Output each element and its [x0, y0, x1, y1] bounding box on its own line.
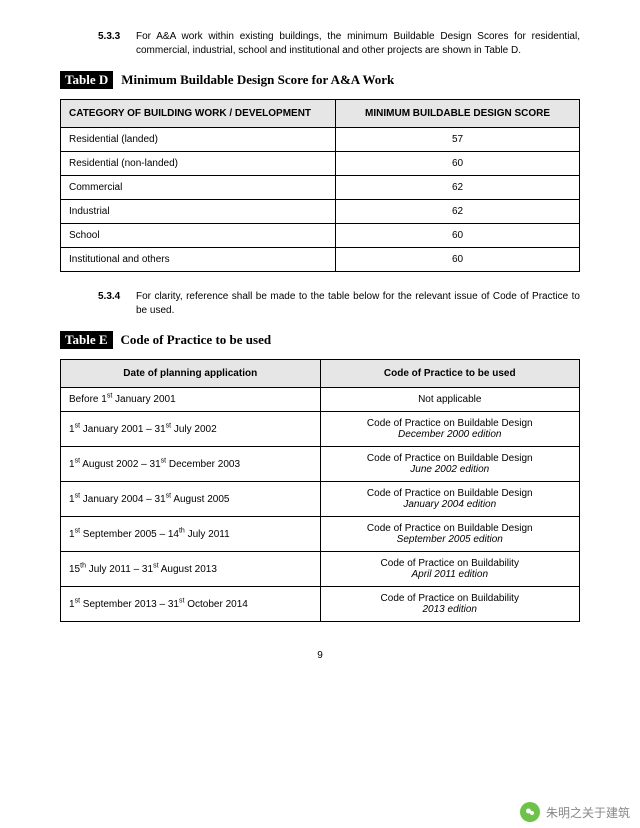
date-cell: 1st January 2004 – 31st August 2005 — [61, 482, 321, 517]
para-text: For A&A work within existing buildings, … — [136, 30, 580, 57]
watermark-text: 朱明之关于建筑 — [546, 804, 630, 821]
watermark: 朱明之关于建筑 — [520, 802, 630, 822]
table-d-heading: Table D Minimum Buildable Design Score f… — [60, 71, 580, 89]
table-row: 1st September 2013 – 31st October 2014Co… — [61, 587, 580, 622]
table-row: Industrial62 — [61, 200, 580, 224]
table-d-label: Table D — [60, 71, 113, 89]
paragraph-5-3-3: 5.3.3 For A&A work within existing build… — [60, 30, 580, 57]
table-row: Commercial62 — [61, 176, 580, 200]
page-number: 9 — [60, 650, 580, 661]
score-cell: 57 — [336, 128, 580, 152]
edition-text: September 2005 edition — [329, 534, 572, 545]
edition-text: 2013 edition — [329, 604, 572, 615]
score-cell: 60 — [336, 224, 580, 248]
table-row: 1st August 2002 – 31st December 2003Code… — [61, 447, 580, 482]
edition-text: June 2002 edition — [329, 464, 572, 475]
table-d-title: Minimum Buildable Design Score for A&A W… — [121, 72, 394, 88]
date-cell: 1st September 2005 – 14th July 2011 — [61, 517, 321, 552]
code-cell: Code of Practice on Buildable DesignDece… — [320, 412, 580, 447]
table-row: Before 1st January 2001Not applicable — [61, 388, 580, 412]
code-cell: Not applicable — [320, 388, 580, 412]
table-e-heading: Table E Code of Practice to be used — [60, 331, 580, 349]
table-d: CATEGORY OF BUILDING WORK / DEVELOPMENT … — [60, 99, 580, 272]
edition-text: December 2000 edition — [329, 429, 572, 440]
para-text: For clarity, reference shall be made to … — [136, 290, 580, 317]
table-e-col1: Date of planning application — [61, 360, 321, 388]
date-cell: 15th July 2011 – 31st August 2013 — [61, 552, 321, 587]
table-row: Institutional and others60 — [61, 248, 580, 272]
score-cell: 60 — [336, 152, 580, 176]
code-cell: Code of Practice on Buildable DesignSept… — [320, 517, 580, 552]
category-cell: Institutional and others — [61, 248, 336, 272]
table-row: 1st September 2005 – 14th July 2011Code … — [61, 517, 580, 552]
date-cell: 1st January 2001 – 31st July 2002 — [61, 412, 321, 447]
category-cell: Residential (landed) — [61, 128, 336, 152]
category-cell: Commercial — [61, 176, 336, 200]
table-d-col1: CATEGORY OF BUILDING WORK / DEVELOPMENT — [61, 100, 336, 128]
table-e: Date of planning application Code of Pra… — [60, 359, 580, 622]
table-row: School60 — [61, 224, 580, 248]
table-d-col2: MINIMUM BUILDABLE DESIGN SCORE — [336, 100, 580, 128]
score-cell: 60 — [336, 248, 580, 272]
date-cell: 1st September 2013 – 31st October 2014 — [61, 587, 321, 622]
category-cell: School — [61, 224, 336, 248]
code-cell: Code of Practice on Buildability2013 edi… — [320, 587, 580, 622]
edition-text: January 2004 edition — [329, 499, 572, 510]
code-cell: Code of Practice on BuildabilityApril 20… — [320, 552, 580, 587]
paragraph-5-3-4: 5.3.4 For clarity, reference shall be ma… — [60, 290, 580, 317]
category-cell: Residential (non-landed) — [61, 152, 336, 176]
score-cell: 62 — [336, 176, 580, 200]
table-row: Residential (landed)57 — [61, 128, 580, 152]
table-row: 1st January 2001 – 31st July 2002Code of… — [61, 412, 580, 447]
table-row: Residential (non-landed)60 — [61, 152, 580, 176]
table-e-label: Table E — [60, 331, 113, 349]
para-number: 5.3.4 — [98, 290, 136, 317]
code-cell: Code of Practice on Buildable DesignJune… — [320, 447, 580, 482]
edition-text: April 2011 edition — [329, 569, 572, 580]
score-cell: 62 — [336, 200, 580, 224]
wechat-icon — [520, 802, 540, 822]
date-cell: Before 1st January 2001 — [61, 388, 321, 412]
category-cell: Industrial — [61, 200, 336, 224]
table-row: 15th July 2011 – 31st August 2013Code of… — [61, 552, 580, 587]
table-e-col2: Code of Practice to be used — [320, 360, 580, 388]
para-number: 5.3.3 — [98, 30, 136, 57]
date-cell: 1st August 2002 – 31st December 2003 — [61, 447, 321, 482]
table-row: 1st January 2004 – 31st August 2005Code … — [61, 482, 580, 517]
code-cell: Code of Practice on Buildable DesignJanu… — [320, 482, 580, 517]
table-e-title: Code of Practice to be used — [121, 332, 272, 348]
